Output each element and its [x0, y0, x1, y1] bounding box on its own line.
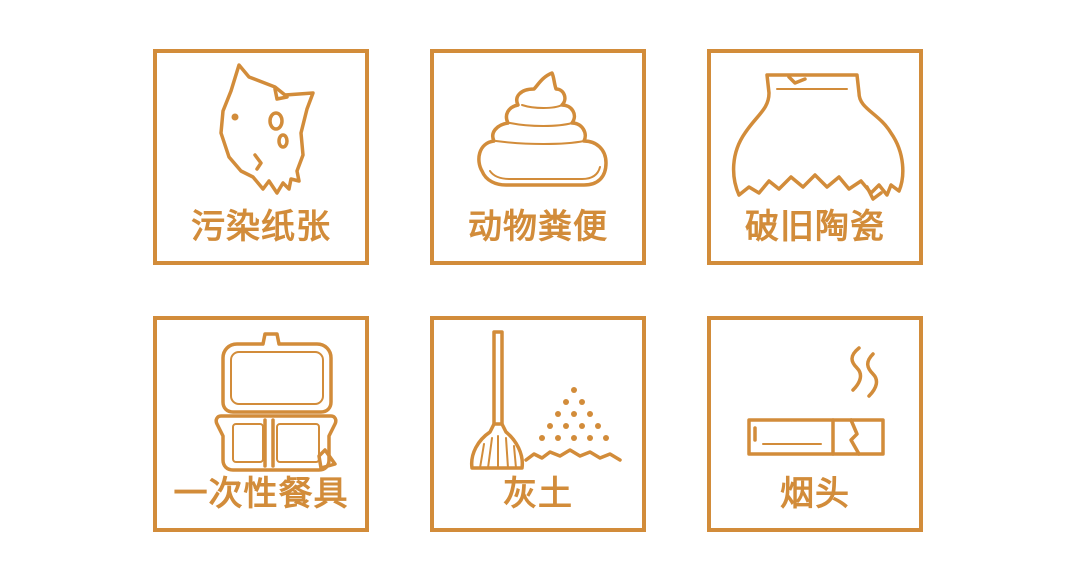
- category-label: 动物粪便: [468, 207, 608, 247]
- broken-ceramic-icon: [731, 73, 905, 201]
- soiled-paper-icon: [219, 63, 315, 195]
- category-label: 烟头: [780, 474, 850, 514]
- category-label: 破旧陶瓷: [745, 207, 885, 247]
- animal-feces-icon: [477, 71, 608, 187]
- cigarette-butt-icon: [747, 346, 885, 456]
- category-card-disposable-tableware: 一次性餐具: [153, 316, 369, 532]
- category-label: 灰土: [503, 474, 573, 514]
- category-card-cigarette-butt: 烟头: [707, 316, 923, 532]
- category-card-broken-ceramic: 破旧陶瓷: [707, 49, 923, 265]
- category-label: 一次性餐具: [173, 474, 349, 514]
- disposable-tableware-icon: [214, 332, 338, 472]
- category-card-soiled-paper: 污染纸张: [153, 49, 369, 265]
- category-label: 污染纸张: [191, 207, 331, 247]
- category-card-animal-feces: 动物粪便: [430, 49, 646, 265]
- dust-and-broom-icon: [469, 330, 622, 470]
- category-card-dust: 灰土: [430, 316, 646, 532]
